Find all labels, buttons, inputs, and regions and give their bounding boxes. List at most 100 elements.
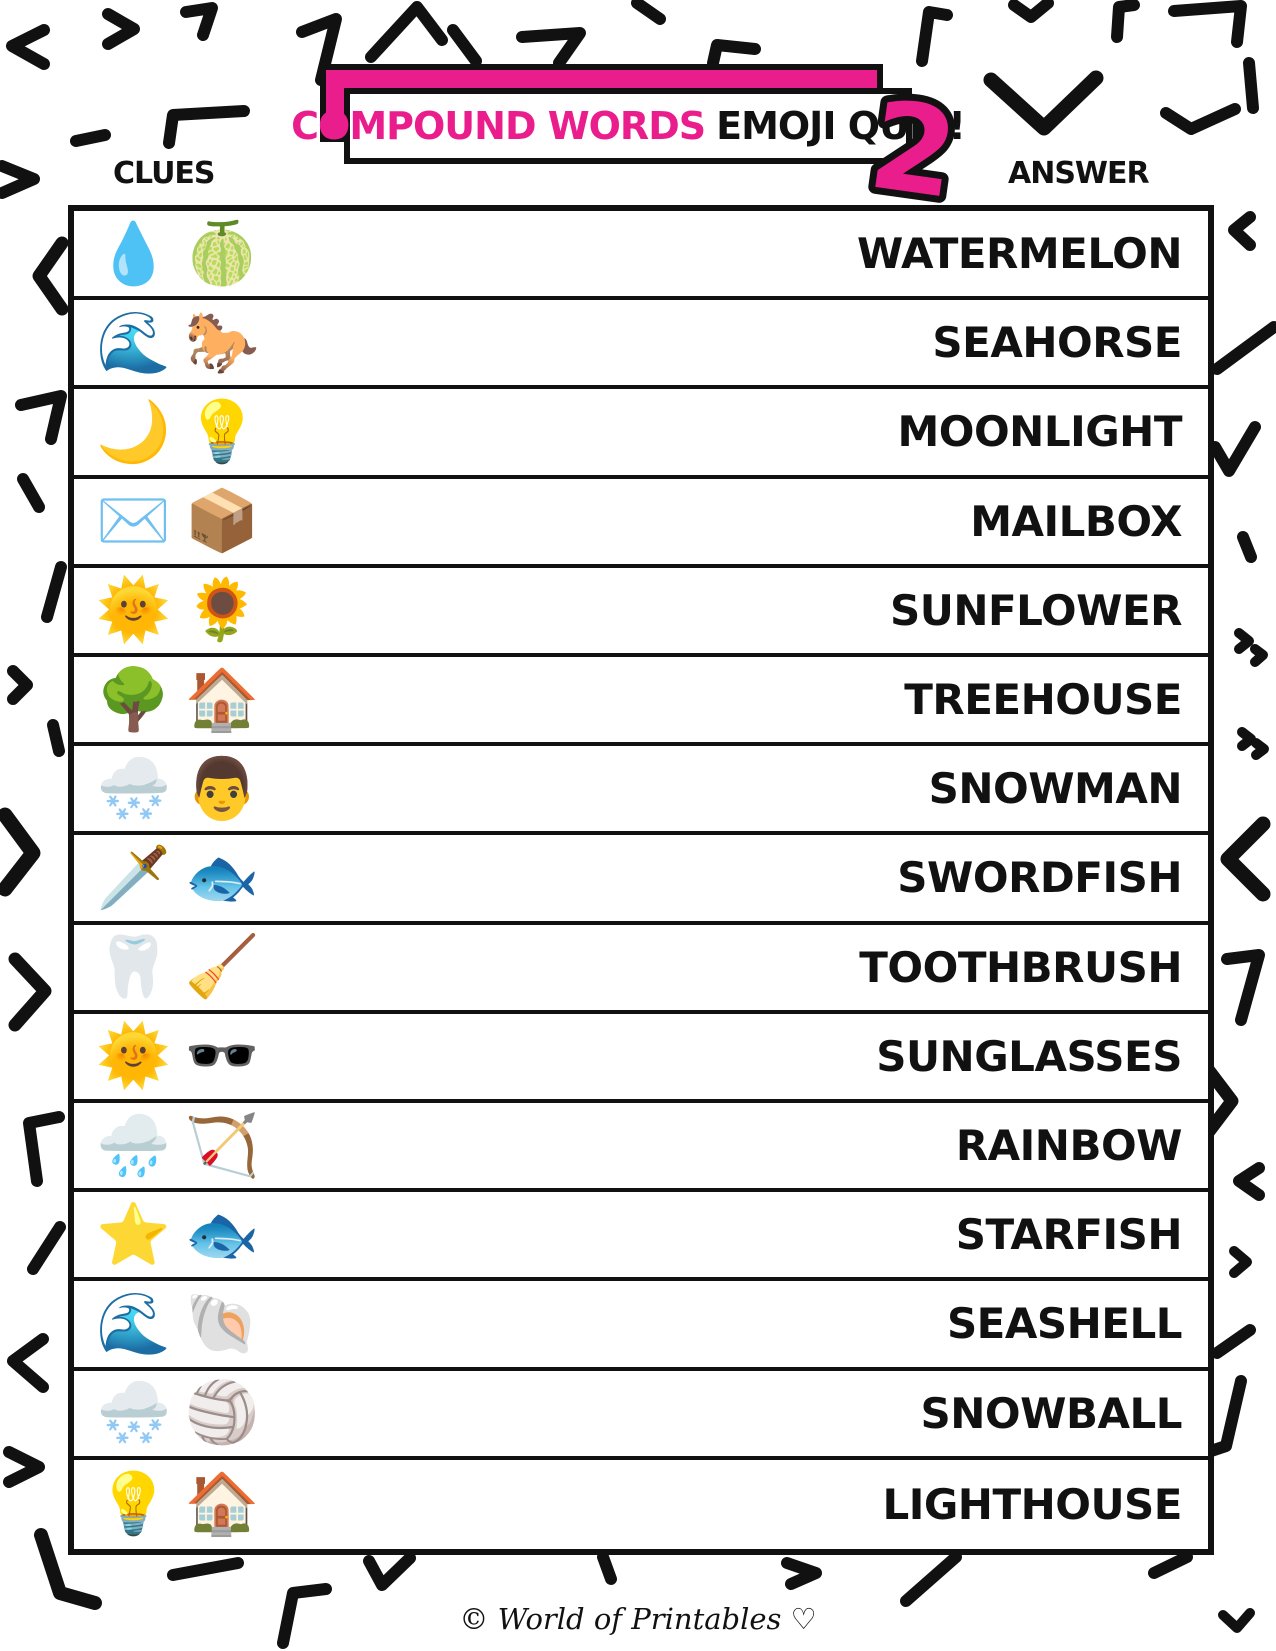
deco-line: [1211, 321, 1276, 375]
quiz-table: 💧 🍈 WATERMELON 🌊 🐎 SEAHORSE 🌙 💡 MOONLIGH…: [68, 205, 1214, 1555]
answer-text: MOONLIGHT: [897, 407, 1182, 457]
clues-cell: 💡 🏠: [96, 1474, 259, 1534]
deco-angle: [707, 39, 761, 69]
cloud-with-rain-emoji: 🌧️: [96, 1110, 171, 1181]
answer-text: TOOTHBRUSH: [859, 942, 1182, 992]
star-emoji: ⭐: [96, 1199, 171, 1270]
deco-chevron: [0, 160, 40, 199]
deco-line: [1243, 57, 1259, 114]
horse-emoji: 🐎: [184, 307, 260, 378]
deco-chevron: [1251, 738, 1269, 760]
deco-check: [363, 1552, 416, 1591]
deco-line: [597, 1551, 617, 1585]
bow-and-arrow-emoji: 🏹: [184, 1110, 260, 1181]
sunflower-emoji: 🌻: [184, 575, 260, 646]
deco-angle: [516, 27, 586, 69]
man-emoji: 👨: [184, 753, 260, 824]
deco-chevron: [1220, 816, 1271, 902]
deco-chevron: [7, 665, 33, 705]
clues-cell: ⭐ 🐟: [96, 1205, 259, 1265]
title-rest: EMOJI QUIZ!: [716, 104, 966, 148]
deco-chevron: [983, 70, 1104, 136]
clues-cell: 🌙 💡: [96, 402, 259, 462]
quiz-row: ⭐ 🐟 STARFISH: [74, 1192, 1208, 1282]
answer-text: SNOWBALL: [920, 1388, 1183, 1438]
deco-line: [70, 129, 111, 147]
deco-chevron: [1218, 1608, 1255, 1633]
deco-line: [447, 24, 482, 67]
clues-cell: ✉️ 📦: [96, 491, 259, 551]
water-wave-emoji: 🌊: [96, 1288, 171, 1359]
deco-chevron: [7, 1333, 49, 1393]
answer-text: TREEHOUSE: [904, 675, 1182, 725]
deco-angle: [34, 1528, 102, 1610]
quiz-row: 💧 🍈 WATERMELON: [74, 211, 1208, 301]
quiz-row: 💡 🏠 LIGHTHOUSE: [74, 1460, 1208, 1549]
tooth-emoji: 🦷: [96, 932, 171, 1003]
answer-text: WATERMELON: [857, 229, 1182, 279]
deco-line: [27, 1221, 66, 1275]
package-emoji: 📦: [184, 486, 260, 557]
quiz-row: 🌞 🌻 SUNFLOWER: [74, 568, 1208, 657]
title-accent: COMPOUND WORDS: [291, 104, 706, 148]
cloud-with-snow-emoji: 🌨️: [96, 1378, 171, 1449]
sun-with-face-emoji: 🌞: [96, 1021, 171, 1092]
sunglasses-emoji: 🕶️: [184, 1021, 260, 1092]
clues-cell: 🌳 🏠: [96, 670, 259, 730]
deco-angle: [1221, 949, 1265, 1026]
clues-cell: 🌨️ 🏐: [96, 1383, 259, 1443]
droplet-emoji: 💧: [96, 218, 171, 289]
answer-text: RAINBOW: [955, 1121, 1183, 1171]
spiral-shell-emoji: 🐚: [184, 1288, 260, 1359]
deco-line: [900, 1551, 962, 1607]
quiz-row: 🌙 💡 MOONLIGHT: [74, 389, 1208, 479]
deco-angle: [296, 13, 342, 86]
deco-line: [167, 1557, 244, 1581]
deco-angle: [163, 105, 250, 149]
quiz-row: 🌞 🕶️ SUNGLASSES: [74, 1014, 1208, 1103]
quiz-row: 🦷 🧹 TOOTHBRUSH: [74, 925, 1208, 1014]
quiz-row: ✉️ 📦 MAILBOX: [74, 479, 1208, 568]
clues-cell: 🌊 🐎: [96, 313, 259, 373]
answer-text: LIGHTHOUSE: [882, 1479, 1182, 1529]
volleyball-emoji: 🏐: [184, 1378, 260, 1449]
deco-check: [1160, 103, 1241, 135]
deco-angle: [365, 1, 448, 63]
cloud-with-snow-emoji: 🌨️: [96, 753, 171, 824]
clues-cell: 🗡️ 🐟: [96, 848, 259, 908]
clues-cell: 🌨️ 👨: [96, 759, 259, 819]
deco-chevron: [1233, 1162, 1265, 1201]
deco-angle: [277, 1583, 332, 1649]
quiz-number: 2: [855, 67, 973, 233]
deco-line: [1211, 1324, 1256, 1359]
deco-chevron: [8, 952, 52, 1032]
banner-box: COMPOUND WORDS EMOJI QUIZ!: [291, 88, 966, 164]
deco-line: [1237, 531, 1257, 563]
quiz-row: 🌨️ 🏐 SNOWBALL: [74, 1371, 1208, 1460]
answer-text: STARFISH: [955, 1210, 1183, 1260]
deco-chevron: [1250, 644, 1268, 667]
clues-cell: 💧 🍈: [96, 224, 259, 284]
deco-chevron: [1229, 1246, 1252, 1278]
quiz-row: 🌊 🐎 SEAHORSE: [74, 300, 1208, 390]
dagger-emoji: 🗡️: [96, 842, 171, 913]
clues-cell: 🦷 🧹: [96, 937, 259, 997]
deco-chevron: [781, 1557, 822, 1590]
quiz-number-glyph: 2: [862, 74, 966, 226]
deco-check: [1209, 421, 1261, 477]
clues-header: CLUES: [113, 156, 216, 191]
melon-emoji: 🍈: [184, 218, 260, 289]
tree-emoji: 🌳: [96, 664, 171, 735]
deco-angle: [916, 6, 953, 67]
deco-chevron: [1228, 211, 1256, 251]
deco-chevron: [1200, 1061, 1239, 1141]
deco-line: [1148, 1551, 1193, 1579]
house-emoji: 🏠: [184, 1469, 260, 1540]
answer-text: SUNGLASSES: [876, 1031, 1182, 1081]
quiz-row: 🌳 🏠 TREEHOUSE: [74, 657, 1208, 747]
deco-chevron: [1237, 727, 1256, 751]
deco-angle: [1168, 0, 1247, 48]
answer-text: SUNFLOWER: [889, 585, 1183, 635]
clues-cell: 🌞 🕶️: [96, 1026, 259, 1086]
